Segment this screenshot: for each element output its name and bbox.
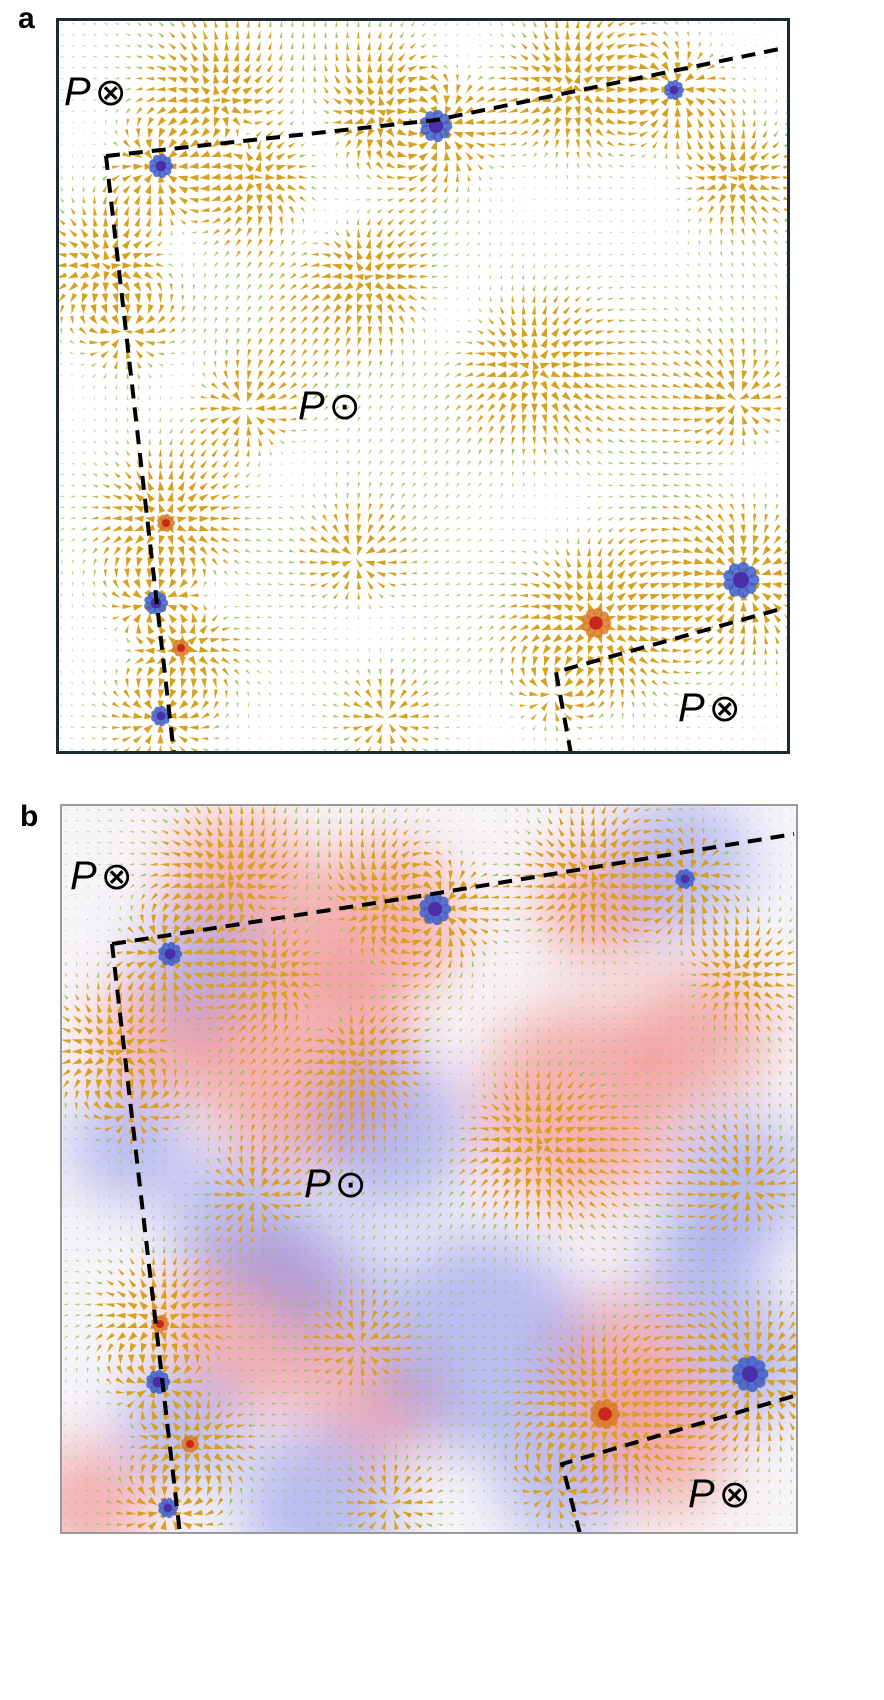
- panel-a-vector-field: [56, 18, 790, 754]
- polarization-label-out: P ⊙: [304, 1162, 367, 1206]
- polarization-arrows: [60, 805, 798, 1531]
- domain-wall-boundary-bottom: [553, 606, 785, 754]
- domain-wall-boundary-top: [111, 832, 795, 946]
- domain-wall-boundary-bottom: [559, 1394, 795, 1534]
- panel-b-vector-field: [60, 804, 798, 1534]
- panel-a-frame: [56, 18, 790, 754]
- polarization-label-into: P ⊗: [70, 854, 133, 898]
- polarization-label-out: P ⊙: [298, 384, 361, 428]
- polarization-label-into: P ⊗: [678, 686, 741, 730]
- polarization-label-into: P ⊗: [64, 70, 127, 114]
- panel-b-letter: b: [20, 800, 39, 833]
- polarization-label-into: P ⊗: [688, 1472, 751, 1516]
- panel-a: P ⊗ P ⊙ P ⊗: [56, 18, 790, 754]
- polarization-arrows: [56, 18, 790, 754]
- panel-b: P ⊗ P ⊙ P ⊗: [60, 804, 798, 1534]
- domain-wall-boundary-left: [110, 943, 182, 1534]
- vortex-cores: [146, 868, 769, 1519]
- domain-wall-boundary-left: [104, 155, 176, 754]
- panel-a-letter: a: [18, 2, 35, 35]
- panel-b-frame: [60, 804, 798, 1534]
- domain-wall-boundary-top: [105, 46, 785, 158]
